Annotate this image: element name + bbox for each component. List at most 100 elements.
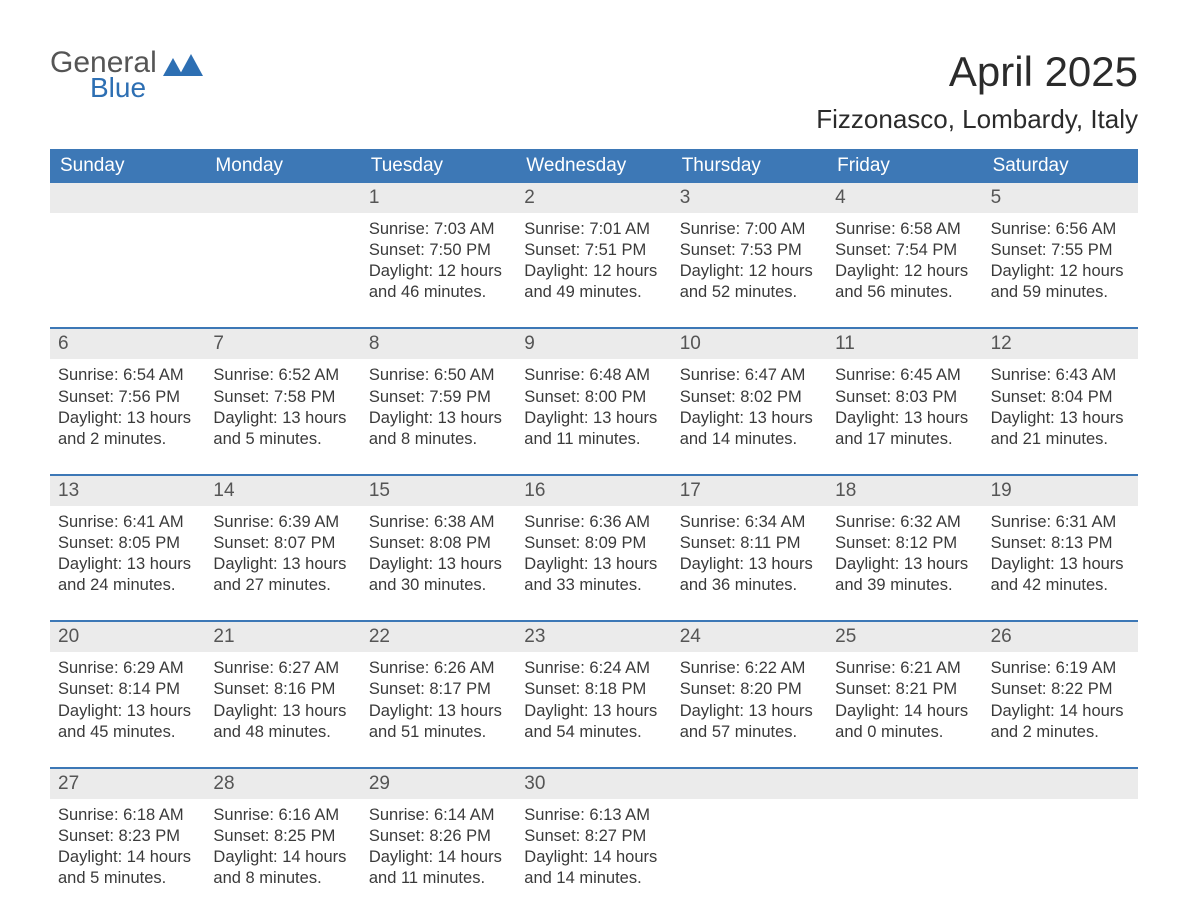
sunrise-text: Sunrise: 6:19 AM [991,658,1130,679]
daylight-text: Daylight: 13 hours [680,701,819,722]
daylight-text: Daylight: 13 hours [369,554,508,575]
day-number: 17 [672,476,827,506]
day-number: 24 [672,622,827,652]
day-number: 4 [827,183,982,213]
week-row: 6789101112Sunrise: 6:54 AMSunset: 7:56 P… [50,327,1138,459]
day-cell: Sunrise: 6:50 AMSunset: 7:59 PMDaylight:… [361,359,516,459]
sunset-text: Sunset: 8:14 PM [58,679,197,700]
day-cell: Sunrise: 6:52 AMSunset: 7:58 PMDaylight:… [205,359,360,459]
sunset-text: Sunset: 8:07 PM [213,533,352,554]
daylight-text: and 45 minutes. [58,722,197,743]
daylight-text: and 11 minutes. [524,429,663,450]
day-cell: Sunrise: 6:48 AMSunset: 8:00 PMDaylight:… [516,359,671,459]
daylight-text: Daylight: 13 hours [213,554,352,575]
sunset-text: Sunset: 7:56 PM [58,387,197,408]
sunset-text: Sunset: 8:13 PM [991,533,1130,554]
day-number: 8 [361,329,516,359]
daylight-text: Daylight: 14 hours [213,847,352,868]
day-cell: Sunrise: 6:26 AMSunset: 8:17 PMDaylight:… [361,652,516,752]
sunrise-text: Sunrise: 6:48 AM [524,365,663,386]
daylight-text: and 14 minutes. [524,868,663,889]
daynum-strip: 13141516171819 [50,476,1138,506]
daylight-text: Daylight: 12 hours [991,261,1130,282]
day-number: 9 [516,329,671,359]
daylight-text: and 57 minutes. [680,722,819,743]
sunset-text: Sunset: 8:08 PM [369,533,508,554]
sunset-text: Sunset: 8:16 PM [213,679,352,700]
day-number: 5 [983,183,1138,213]
day-cell: Sunrise: 7:00 AMSunset: 7:53 PMDaylight:… [672,213,827,313]
sunrise-text: Sunrise: 6:22 AM [680,658,819,679]
day-cell [672,799,827,899]
sunrise-text: Sunrise: 7:03 AM [369,219,508,240]
day-cell: Sunrise: 6:32 AMSunset: 8:12 PMDaylight:… [827,506,982,606]
day-number: 14 [205,476,360,506]
sunrise-text: Sunrise: 6:58 AM [835,219,974,240]
day-number: 3 [672,183,827,213]
sunset-text: Sunset: 8:02 PM [680,387,819,408]
daylight-text: and 17 minutes. [835,429,974,450]
daylight-text: Daylight: 13 hours [213,408,352,429]
day-number: 20 [50,622,205,652]
daylight-text: Daylight: 13 hours [835,554,974,575]
sunset-text: Sunset: 7:58 PM [213,387,352,408]
sunset-text: Sunset: 8:21 PM [835,679,974,700]
sunset-text: Sunset: 8:05 PM [58,533,197,554]
daylight-text: and 42 minutes. [991,575,1130,596]
sunset-text: Sunset: 7:55 PM [991,240,1130,261]
sunrise-text: Sunrise: 6:27 AM [213,658,352,679]
daynum-strip: 27282930 [50,769,1138,799]
day-number: 22 [361,622,516,652]
daylight-text: Daylight: 12 hours [680,261,819,282]
weekday: Wednesday [516,149,671,183]
day-number: 23 [516,622,671,652]
day-cell: Sunrise: 7:01 AMSunset: 7:51 PMDaylight:… [516,213,671,313]
sunrise-text: Sunrise: 6:32 AM [835,512,974,533]
daylight-text: and 0 minutes. [835,722,974,743]
sunrise-text: Sunrise: 6:47 AM [680,365,819,386]
daynum-strip: 20212223242526 [50,622,1138,652]
sunrise-text: Sunrise: 6:21 AM [835,658,974,679]
day-cell: Sunrise: 7:03 AMSunset: 7:50 PMDaylight:… [361,213,516,313]
daylight-text: and 5 minutes. [213,429,352,450]
sunrise-text: Sunrise: 6:41 AM [58,512,197,533]
sunset-text: Sunset: 8:25 PM [213,826,352,847]
daylight-text: and 30 minutes. [369,575,508,596]
daylight-text: and 52 minutes. [680,282,819,303]
weekday: Monday [205,149,360,183]
daylight-text: Daylight: 13 hours [58,701,197,722]
daylight-text: Daylight: 13 hours [680,554,819,575]
weekday: Thursday [672,149,827,183]
day-cell: Sunrise: 6:34 AMSunset: 8:11 PMDaylight:… [672,506,827,606]
daylight-text: and 5 minutes. [58,868,197,889]
daylight-text: Daylight: 12 hours [835,261,974,282]
day-cell [50,213,205,313]
weekday: Saturday [983,149,1138,183]
daylight-text: and 24 minutes. [58,575,197,596]
day-cell: Sunrise: 6:29 AMSunset: 8:14 PMDaylight:… [50,652,205,752]
day-number [205,183,360,213]
daylight-text: Daylight: 12 hours [369,261,508,282]
sunrise-text: Sunrise: 7:01 AM [524,219,663,240]
sunset-text: Sunset: 8:23 PM [58,826,197,847]
sunset-text: Sunset: 7:59 PM [369,387,508,408]
daylight-text: Daylight: 13 hours [991,408,1130,429]
day-cell: Sunrise: 6:16 AMSunset: 8:25 PMDaylight:… [205,799,360,899]
sunset-text: Sunset: 8:26 PM [369,826,508,847]
sunset-text: Sunset: 7:54 PM [835,240,974,261]
logo: General Blue [50,48,203,102]
day-cell: Sunrise: 6:45 AMSunset: 8:03 PMDaylight:… [827,359,982,459]
daylight-text: and 8 minutes. [213,868,352,889]
weekday: Tuesday [361,149,516,183]
day-cell: Sunrise: 6:43 AMSunset: 8:04 PMDaylight:… [983,359,1138,459]
daylight-text: and 54 minutes. [524,722,663,743]
title-block: April 2025 Fizzonasco, Lombardy, Italy [816,48,1138,135]
daylight-text: and 14 minutes. [680,429,819,450]
daylight-text: and 56 minutes. [835,282,974,303]
sunrise-text: Sunrise: 6:16 AM [213,805,352,826]
sunrise-text: Sunrise: 6:43 AM [991,365,1130,386]
day-number: 18 [827,476,982,506]
week-row: 13141516171819Sunrise: 6:41 AMSunset: 8:… [50,474,1138,606]
day-number: 11 [827,329,982,359]
daylight-text: Daylight: 14 hours [58,847,197,868]
